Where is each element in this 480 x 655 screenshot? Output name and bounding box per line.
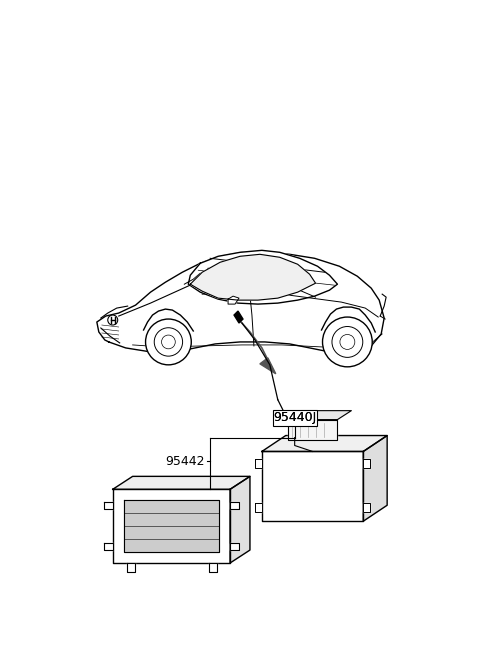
Polygon shape (363, 503, 370, 512)
Polygon shape (209, 563, 217, 572)
Circle shape (108, 315, 118, 325)
FancyBboxPatch shape (273, 409, 316, 426)
Polygon shape (230, 476, 250, 563)
Circle shape (323, 317, 372, 367)
Polygon shape (127, 563, 134, 572)
Polygon shape (255, 503, 262, 512)
Polygon shape (230, 543, 239, 550)
Polygon shape (104, 502, 113, 509)
Polygon shape (234, 311, 243, 323)
Polygon shape (228, 296, 239, 304)
Text: 95442: 95442 (166, 455, 205, 468)
Polygon shape (262, 436, 387, 451)
Polygon shape (97, 252, 384, 352)
Polygon shape (260, 358, 276, 374)
Polygon shape (288, 420, 337, 440)
Polygon shape (104, 543, 113, 550)
Polygon shape (188, 250, 337, 304)
Circle shape (145, 319, 192, 365)
Polygon shape (113, 476, 250, 489)
Polygon shape (363, 459, 370, 468)
Polygon shape (230, 502, 239, 509)
Polygon shape (190, 254, 315, 300)
Polygon shape (363, 436, 387, 521)
Text: 95440J: 95440J (273, 411, 316, 424)
Polygon shape (262, 451, 363, 521)
Polygon shape (113, 489, 230, 563)
Text: 95440J: 95440J (273, 411, 316, 424)
Polygon shape (288, 411, 351, 420)
Polygon shape (124, 500, 219, 552)
Polygon shape (255, 459, 262, 468)
